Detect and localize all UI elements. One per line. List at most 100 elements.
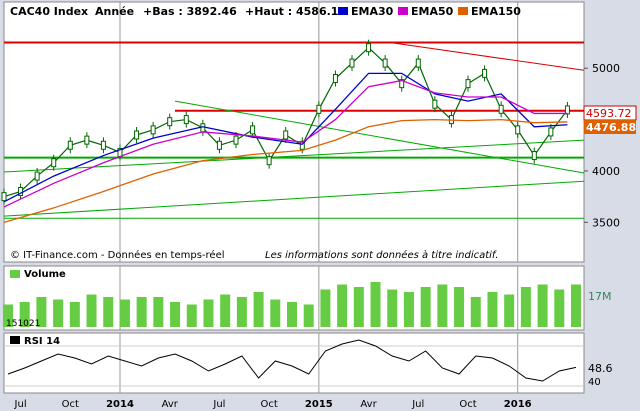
price-candle-body bbox=[299, 140, 305, 150]
rsi-swatch bbox=[10, 336, 20, 344]
ema-lines bbox=[3, 72, 568, 223]
legend-label: EMA50 bbox=[411, 5, 454, 18]
price-panel bbox=[3, 1, 585, 263]
volume-bar bbox=[554, 289, 565, 327]
price-candle-body bbox=[233, 135, 239, 145]
x-tick-label: Oct bbox=[62, 399, 79, 410]
rsi-level-label: 40 bbox=[588, 377, 601, 388]
legend-swatch bbox=[458, 7, 468, 15]
price-candle-body bbox=[100, 140, 106, 150]
price-candle-body bbox=[349, 58, 355, 68]
low-label: +Bas : 3892.46 bbox=[143, 5, 237, 18]
price-candle-body bbox=[84, 135, 90, 145]
y-tick-label: 3500 bbox=[592, 216, 620, 229]
volume-bar bbox=[3, 304, 13, 327]
price-candle-body bbox=[465, 79, 471, 89]
volume-bar bbox=[236, 297, 247, 327]
rsi-line bbox=[4, 339, 584, 387]
price-candle-body bbox=[332, 74, 338, 83]
watermark: © IT-Finance.com - Données en temps-réel bbox=[10, 249, 225, 261]
period-label: Année bbox=[95, 5, 134, 18]
trend-lines bbox=[3, 41, 585, 219]
price-candle-body bbox=[34, 171, 40, 181]
price-series bbox=[1, 39, 570, 205]
rsi-panel bbox=[3, 332, 585, 394]
legend-swatch bbox=[398, 7, 408, 15]
ema-price-value: 4476.88 bbox=[586, 121, 636, 134]
trend-line bbox=[3, 180, 585, 217]
price-candle-body bbox=[183, 115, 189, 125]
volume-bar bbox=[504, 294, 515, 327]
x-tick-label: Oct bbox=[260, 399, 277, 410]
legend-label: EMA30 bbox=[351, 5, 394, 18]
price-candle-body bbox=[548, 127, 554, 137]
volume-title: Volume bbox=[24, 269, 66, 280]
volume-bar bbox=[203, 299, 214, 327]
price-candle-body bbox=[266, 156, 272, 166]
volume-bar bbox=[136, 297, 147, 327]
price-candle-body bbox=[1, 192, 7, 202]
price-candle-body bbox=[134, 130, 140, 140]
price-candle-body bbox=[382, 58, 388, 68]
volume-bar bbox=[387, 289, 398, 327]
volume-bar bbox=[487, 292, 498, 327]
ema150-line bbox=[3, 118, 568, 223]
price-candle-body bbox=[498, 104, 504, 114]
volume-right-label: 17M bbox=[588, 290, 612, 303]
volume-bar bbox=[220, 294, 231, 327]
volume-bar bbox=[170, 302, 181, 327]
price-candle-body bbox=[150, 125, 156, 135]
volume-bar bbox=[153, 297, 164, 327]
x-tick-label: 2016 bbox=[504, 399, 532, 410]
x-axis-ticks: Jul Oct 2014 Avr Jul Oct 2015 Avr Jul Oct 2016 bbox=[14, 399, 532, 410]
volume-bar bbox=[437, 284, 448, 327]
high-label: +Haut : 4586.11 bbox=[245, 5, 346, 18]
price-candle-body bbox=[200, 123, 206, 133]
price-candle-body bbox=[415, 58, 421, 68]
volume-bar bbox=[86, 294, 97, 327]
volume-swatch bbox=[10, 270, 20, 278]
volume-bar bbox=[53, 299, 64, 327]
last-price-value: 4593.72 bbox=[586, 107, 632, 120]
price-candle-body bbox=[250, 125, 256, 135]
x-tick-label: Jul bbox=[411, 399, 424, 410]
volume-bar bbox=[537, 284, 548, 327]
volume-bar bbox=[19, 302, 30, 327]
volume-bar bbox=[253, 292, 264, 327]
trend-line bbox=[389, 42, 585, 71]
x-tick-label: Jul bbox=[14, 399, 27, 410]
trend-line bbox=[3, 139, 585, 173]
volume-bar bbox=[103, 297, 114, 327]
volume-bar bbox=[186, 304, 197, 327]
price-candle-body bbox=[531, 151, 537, 161]
price-candle-body bbox=[515, 125, 521, 135]
x-tick-label: 2015 bbox=[305, 399, 333, 410]
price-candle-body bbox=[432, 99, 438, 109]
price-candle-body bbox=[67, 140, 73, 150]
x-tick-label: Jul bbox=[212, 399, 225, 410]
x-tick-label: Avr bbox=[360, 399, 377, 410]
price-candle-body bbox=[283, 130, 289, 140]
legend-swatch bbox=[338, 7, 348, 15]
volume-bar bbox=[520, 287, 531, 327]
legend-label: EMA150 bbox=[471, 5, 521, 18]
volume-left-label: 151021 bbox=[6, 319, 40, 329]
volume-bar bbox=[36, 297, 47, 327]
x-tick-label: 2014 bbox=[106, 399, 134, 410]
volume-bar bbox=[420, 287, 431, 327]
volume-bar bbox=[287, 302, 297, 327]
rsi-series-line bbox=[7, 339, 577, 382]
x-tick-label: Avr bbox=[162, 399, 179, 410]
volume-bar bbox=[571, 284, 581, 327]
price-candle-body bbox=[366, 43, 372, 53]
volume-bars bbox=[3, 282, 581, 327]
trend-line bbox=[174, 100, 585, 174]
price-candle-body bbox=[564, 105, 570, 115]
ema30-line bbox=[3, 72, 568, 203]
ema50-line bbox=[3, 79, 568, 208]
volume-bar bbox=[470, 297, 481, 327]
volume-bar bbox=[69, 302, 80, 327]
x-tick-label: Oct bbox=[459, 399, 476, 410]
volume-bar bbox=[353, 287, 364, 327]
